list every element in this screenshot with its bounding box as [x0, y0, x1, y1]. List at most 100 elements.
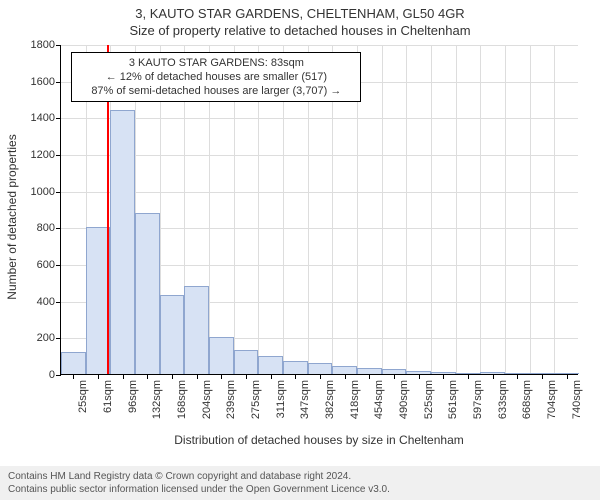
histogram-bar: [209, 337, 234, 374]
ytick-label: 1600: [31, 76, 55, 88]
ytick-label: 400: [37, 296, 55, 308]
ytick-mark: [56, 375, 61, 376]
ytick-mark: [56, 45, 61, 46]
xtick-label: 311sqm: [275, 380, 287, 418]
xtick-mark: [123, 374, 124, 379]
xtick-label: 96sqm: [127, 380, 139, 413]
footer-line-2: Contains public sector information licen…: [8, 483, 592, 496]
xtick-label: 454sqm: [373, 380, 385, 419]
xtick-mark: [419, 374, 420, 379]
histogram-bar: [382, 369, 407, 375]
xtick-label: 25sqm: [77, 380, 89, 413]
histogram-bar: [456, 373, 481, 374]
ytick-label: 1000: [31, 186, 55, 198]
footer-line-1: Contains HM Land Registry data © Crown c…: [8, 470, 592, 483]
histogram-bar: [554, 373, 579, 374]
xtick-mark: [542, 374, 543, 379]
xtick-mark: [517, 374, 518, 379]
histogram-bar: [530, 373, 555, 374]
xtick-mark: [320, 374, 321, 379]
xtick-mark: [73, 374, 74, 379]
xtick-label: 61sqm: [102, 380, 114, 413]
xtick-label: 490sqm: [398, 380, 410, 419]
gridline-v: [505, 45, 506, 374]
xtick-mark: [221, 374, 222, 379]
histogram-bar: [184, 286, 209, 374]
xtick-mark: [147, 374, 148, 379]
histogram-bar: [61, 352, 86, 374]
xtick-label: 633sqm: [497, 380, 509, 419]
xtick-label: 168sqm: [176, 380, 188, 419]
ytick-label: 1200: [31, 149, 55, 161]
chart-container: 3, KAUTO STAR GARDENS, CHELTENHAM, GL50 …: [0, 0, 600, 500]
x-axis-label: Distribution of detached houses by size …: [60, 433, 578, 447]
xtick-label: 418sqm: [349, 380, 361, 419]
histogram-bar: [110, 110, 135, 374]
histogram-bar: [160, 295, 185, 374]
annotation-line: 87% of semi-detached houses are larger (…: [78, 84, 354, 98]
xtick-mark: [567, 374, 568, 379]
ytick-mark: [56, 192, 61, 193]
xtick-label: 668sqm: [521, 380, 533, 419]
ytick-mark: [56, 118, 61, 119]
histogram-bar: [480, 372, 505, 374]
gridline-h: [61, 155, 578, 156]
ytick-label: 1400: [31, 112, 55, 124]
ytick-mark: [56, 82, 61, 83]
annotation-line: 3 KAUTO STAR GARDENS: 83sqm: [78, 56, 354, 70]
xtick-label: 561sqm: [447, 380, 459, 419]
gridline-v: [480, 45, 481, 374]
address-title: 3, KAUTO STAR GARDENS, CHELTENHAM, GL50 …: [0, 0, 600, 21]
ytick-mark: [56, 155, 61, 156]
xtick-label: 204sqm: [201, 380, 213, 419]
annotation-box: 3 KAUTO STAR GARDENS: 83sqm← 12% of deta…: [71, 52, 361, 103]
gridline-h: [61, 45, 578, 46]
annotation-line: ← 12% of detached houses are smaller (51…: [78, 70, 354, 84]
xtick-mark: [394, 374, 395, 379]
xtick-mark: [246, 374, 247, 379]
y-axis-label: Number of detached properties: [5, 52, 19, 382]
histogram-bar: [308, 363, 333, 374]
gridline-v: [406, 45, 407, 374]
ytick-mark: [56, 228, 61, 229]
gridline-v: [431, 45, 432, 374]
gridline-v: [530, 45, 531, 374]
xtick-mark: [493, 374, 494, 379]
xtick-mark: [197, 374, 198, 379]
xtick-label: 239sqm: [225, 380, 237, 419]
xtick-mark: [443, 374, 444, 379]
histogram-bar: [431, 372, 456, 374]
histogram-bar: [357, 368, 382, 374]
ytick-mark: [56, 302, 61, 303]
histogram-bar: [283, 361, 308, 374]
gridline-h: [61, 192, 578, 193]
gridline-h: [61, 118, 578, 119]
xtick-mark: [172, 374, 173, 379]
plot-area: 02004006008001000120014001600180025sqm61…: [60, 45, 578, 375]
xtick-mark: [468, 374, 469, 379]
xtick-mark: [271, 374, 272, 379]
ytick-label: 600: [37, 259, 55, 271]
xtick-mark: [295, 374, 296, 379]
xtick-label: 704sqm: [546, 380, 558, 419]
gridline-v: [382, 45, 383, 374]
ytick-label: 0: [49, 369, 55, 381]
xtick-mark: [369, 374, 370, 379]
xtick-mark: [98, 374, 99, 379]
histogram-bar: [406, 371, 431, 374]
gridline-v: [456, 45, 457, 374]
xtick-label: 347sqm: [299, 380, 311, 419]
attribution-footer: Contains HM Land Registry data © Crown c…: [0, 466, 600, 500]
ytick-label: 1800: [31, 39, 55, 51]
histogram-bar: [332, 366, 357, 374]
xtick-label: 275sqm: [250, 380, 262, 419]
ytick-label: 800: [37, 222, 55, 234]
histogram-bar: [135, 213, 160, 374]
histogram-bar: [234, 350, 259, 374]
histogram-bar: [258, 356, 283, 374]
xtick-label: 382sqm: [324, 380, 336, 419]
ytick-mark: [56, 338, 61, 339]
subtitle: Size of property relative to detached ho…: [0, 21, 600, 42]
gridline-v: [554, 45, 555, 374]
ytick-mark: [56, 265, 61, 266]
